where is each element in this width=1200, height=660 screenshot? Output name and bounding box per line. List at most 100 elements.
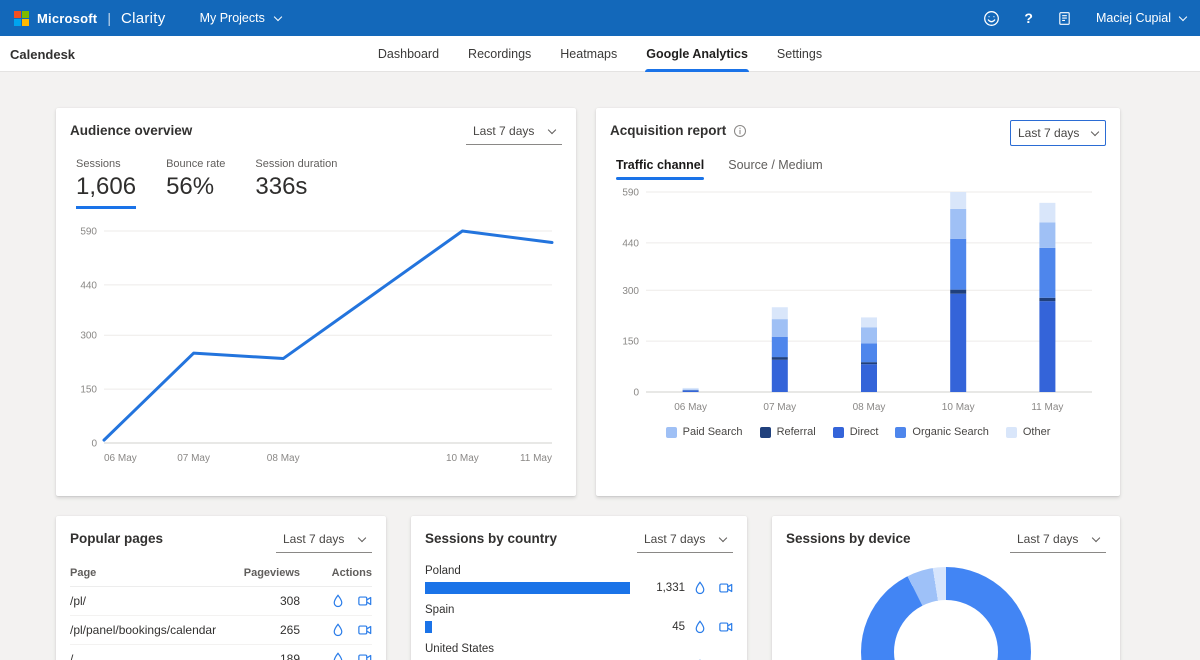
legend-label: Organic Search (912, 426, 989, 438)
sessions-line-chart: 0 150 300 440 590 06 May 07 May 08 May 10 May 11 … (70, 219, 562, 469)
page-path: / (70, 652, 74, 660)
sessions-country-title: Sessions by country (425, 531, 558, 546)
legend-label: Paid Search (682, 426, 743, 438)
metric-sessions[interactable]: Sessions 1,606 (76, 158, 137, 209)
recording-camera-icon[interactable] (358, 652, 372, 660)
country-name: United States (425, 643, 495, 655)
svg-text:0: 0 (91, 439, 97, 450)
popular-page-row: /pl/panel/bookings/calendar 265 (70, 616, 372, 645)
heatmap-droplet-icon[interactable] (331, 594, 345, 608)
pages-range-dropdown[interactable]: Last 7 days (276, 528, 372, 553)
audience-title: Audience overview (70, 123, 193, 138)
heatmap-droplet-icon[interactable] (693, 620, 707, 634)
audience-range-dropdown[interactable]: Last 7 days (466, 120, 562, 145)
audience-overview-card: Audience overview Last 7 days Sessions 1… (56, 108, 576, 496)
chevron-down-icon (357, 533, 367, 542)
column-pageviews: Pageviews (243, 567, 300, 579)
range-label: Last 7 days (1017, 532, 1079, 546)
chevron-down-icon (1178, 12, 1188, 21)
range-label: Last 7 days (644, 532, 706, 546)
metric-bounce-rate[interactable]: Bounce rate 56% (166, 158, 225, 209)
tab-recordings[interactable]: Recordings (468, 47, 532, 61)
user-name: Maciej Cupial (1095, 11, 1171, 25)
legend-label: Referral (776, 426, 816, 438)
legend-organic-search[interactable]: Organic Search (895, 426, 989, 438)
info-icon[interactable] (733, 124, 747, 138)
chevron-down-icon (1090, 127, 1100, 136)
chart-legend: Paid Search Referral Direct Organic Search O… (610, 426, 1106, 438)
country-actions (693, 581, 733, 595)
country-name: Spain (425, 604, 455, 616)
my-projects-label: My Projects (199, 11, 265, 25)
my-projects-dropdown[interactable]: My Projects (199, 11, 283, 25)
legend-paid-search[interactable]: Paid Search (665, 426, 743, 438)
range-label: Last 7 days (473, 124, 535, 138)
pages-table-header: Page Pageviews Actions (70, 567, 372, 587)
acquisition-tabs: Traffic channel Source / Medium (610, 158, 1106, 180)
recording-camera-icon[interactable] (719, 581, 733, 595)
svg-text:150: 150 (622, 337, 639, 348)
legend-referral[interactable]: Referral (759, 426, 816, 438)
country-actions (693, 620, 733, 634)
country-bar-track (425, 582, 641, 594)
metric-value: 336s (255, 173, 308, 200)
recording-camera-icon[interactable] (719, 620, 733, 634)
user-menu[interactable]: Maciej Cupial (1095, 11, 1188, 25)
recording-camera-icon[interactable] (358, 594, 372, 608)
svg-text:08 May: 08 May (853, 402, 886, 413)
help-icon[interactable]: ? (1024, 10, 1033, 26)
page-actions (300, 623, 372, 637)
tab-dashboard[interactable]: Dashboard (377, 47, 440, 61)
legend-swatch (1005, 426, 1017, 438)
release-notes-icon[interactable] (1057, 11, 1072, 26)
popular-pages-title: Popular pages (70, 531, 164, 546)
page-path: /pl/panel/bookings/calendar (70, 623, 217, 637)
acquisition-range-dropdown[interactable]: Last 7 days (1010, 120, 1106, 146)
acq-tab-source-medium[interactable]: Source / Medium (728, 158, 823, 172)
legend-other[interactable]: Other (1005, 426, 1051, 438)
legend-swatch (759, 426, 771, 438)
popular-page-row: / 189 (70, 645, 372, 660)
svg-text:300: 300 (80, 331, 97, 342)
tab-google-analytics[interactable]: Google Analytics (645, 36, 749, 72)
project-nav: Calendesk Dashboard Recordings Heatmaps Goo… (0, 36, 1200, 72)
svg-text:10 May: 10 May (942, 402, 975, 413)
acq-tab-traffic-channel[interactable]: Traffic channel (616, 158, 705, 180)
chevron-down-icon (273, 12, 283, 21)
svg-text:150: 150 (80, 385, 97, 396)
heatmap-droplet-icon[interactable] (331, 652, 345, 660)
legend-label: Other (1022, 426, 1051, 438)
page-path: /pl/ (70, 594, 87, 608)
microsoft-logo-icon[interactable] (14, 10, 29, 26)
heatmap-droplet-icon[interactable] (331, 623, 345, 637)
tab-settings[interactable]: Settings (776, 47, 823, 61)
topbar-actions: ? Maciej Cupial (983, 10, 1188, 27)
legend-swatch (665, 426, 677, 438)
country-value: 1,331 (656, 582, 685, 594)
sessions-by-device-card: Sessions by device Last 7 days (772, 516, 1120, 660)
heatmap-droplet-icon[interactable] (693, 581, 707, 595)
legend-direct[interactable]: Direct (832, 426, 878, 438)
chevron-down-icon (547, 125, 557, 134)
svg-text:08 May: 08 May (267, 453, 300, 464)
feedback-smiley-icon[interactable] (983, 10, 1000, 27)
brand-separator: | (107, 10, 111, 26)
svg-text:590: 590 (80, 227, 97, 238)
page-actions (300, 652, 372, 660)
svg-text:440: 440 (80, 280, 97, 291)
metric-session-duration[interactable]: Session duration 336s (255, 158, 337, 209)
range-label: Last 7 days (283, 532, 345, 546)
country-value: 45 (672, 621, 685, 633)
tab-heatmaps[interactable]: Heatmaps (560, 47, 618, 61)
svg-text:440: 440 (622, 238, 639, 249)
svg-text:07 May: 07 May (177, 453, 210, 464)
device-range-dropdown[interactable]: Last 7 days (1010, 528, 1106, 553)
pageviews-value: 265 (279, 623, 300, 637)
pageviews-value: 189 (279, 652, 300, 660)
recording-camera-icon[interactable] (358, 623, 372, 637)
device-donut-chart (861, 567, 1031, 660)
svg-text:06 May: 06 May (104, 453, 137, 464)
svg-text:300: 300 (622, 286, 639, 297)
metric-value: 1,606 (76, 173, 137, 209)
country-range-dropdown[interactable]: Last 7 days (637, 528, 733, 553)
